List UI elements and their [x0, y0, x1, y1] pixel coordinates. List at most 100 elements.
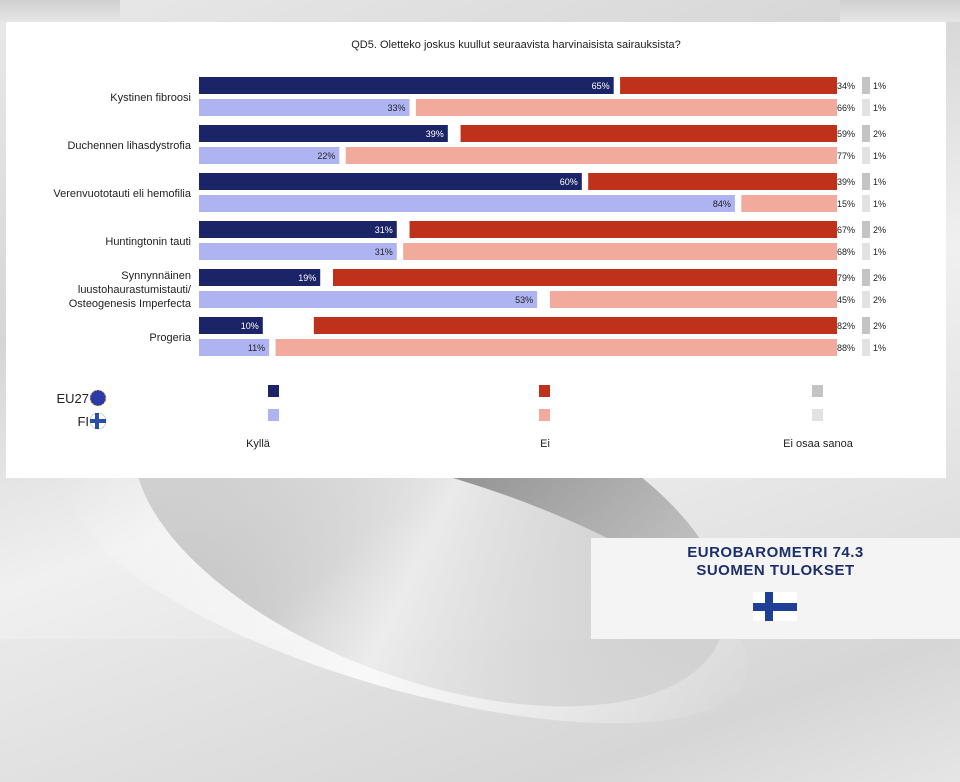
bar-kylla-fi: [199, 339, 270, 356]
legend-swatch-eu-kylla: [268, 385, 279, 397]
bar-kylla-fi: [199, 147, 340, 164]
bar-eos-eu: [862, 173, 870, 190]
value-label-ei-right-eu: 34%: [837, 81, 855, 91]
value-label-ei-right-eu: 82%: [837, 321, 855, 331]
category-label: Osteogenesis Imperfecta: [69, 298, 192, 310]
value-label-ei-right-fi: 68%: [837, 247, 855, 257]
value-label-kylla-eu: 60%: [560, 177, 578, 187]
bar-eos-fi: [862, 195, 870, 212]
legend-label-ei: Ei: [540, 438, 550, 450]
bar-eos-fi: [862, 243, 870, 260]
value-label-ei-right-fi: 88%: [837, 343, 855, 353]
bar-ei-fi: [549, 291, 837, 308]
value-label-ei-right-eu: 67%: [837, 225, 855, 235]
value-label-kylla-fi: 53%: [515, 295, 533, 305]
value-label-eos-fi: 1%: [873, 199, 886, 209]
value-label-eos-eu: 1%: [873, 81, 886, 91]
bar-kylla-eu: [199, 317, 263, 334]
legend-swatch-fi-eos: [812, 409, 823, 421]
value-label-kylla-eu: 31%: [375, 225, 393, 235]
value-label-ei-right-eu: 79%: [837, 273, 855, 283]
value-label-kylla-fi: 84%: [713, 199, 731, 209]
value-label-kylla-eu: 19%: [298, 273, 316, 283]
value-label-ei-right-eu: 59%: [837, 129, 855, 139]
value-label-kylla-fi: 11%: [248, 343, 265, 353]
legend-fi-label: FI: [77, 414, 89, 429]
legend-swatch-eu-eos: [812, 385, 823, 397]
value-label-eos-eu: 2%: [873, 225, 886, 235]
value-label-ei-right-fi: 45%: [837, 295, 855, 305]
value-label-ei-right-fi: 77%: [837, 151, 855, 161]
value-label-eos-fi: 2%: [873, 295, 886, 305]
chart-panel: QD5. Oletteko joskus kuullut seuraavista…: [6, 22, 946, 478]
category-label: Huntingtonin tauti: [105, 236, 191, 248]
bar-ei-eu: [409, 221, 837, 238]
bar-kylla-fi: [199, 243, 397, 260]
bar-kylla-eu: [199, 269, 321, 286]
category-label: Verenvuototauti eli hemofilia: [53, 188, 191, 200]
brand-title: EUROBAROMETRI 74.3: [687, 544, 864, 561]
bar-kylla-eu: [199, 173, 582, 190]
category-label: Kystinen fibroosi: [110, 92, 191, 104]
legend-swatch-eu-ei: [539, 385, 550, 397]
category-label: Duchennen lihasdystrofia: [67, 140, 191, 152]
value-label-ei-right-fi: 66%: [837, 103, 855, 113]
bar-ei-fi: [741, 195, 837, 212]
bar-kylla-fi: [199, 99, 410, 116]
bar-ei-fi: [345, 147, 837, 164]
value-label-eos-eu: 1%: [873, 177, 886, 187]
chart-title: QD5. Oletteko joskus kuullut seuraavista…: [351, 39, 681, 51]
value-label-kylla-fi: 33%: [388, 103, 406, 113]
value-label-ei-right-fi: 15%: [837, 199, 855, 209]
value-label-kylla-eu: 65%: [592, 81, 610, 91]
bar-eos-eu: [862, 317, 870, 334]
value-label-eos-fi: 1%: [873, 103, 886, 113]
bar-ei-eu: [460, 125, 837, 142]
category-label: Progeria: [149, 332, 191, 344]
bar-ei-eu: [332, 269, 837, 286]
legend-swatch-fi-kylla: [268, 409, 279, 421]
brand-subtitle: SUOMEN TULOKSET: [696, 562, 855, 579]
bar-kylla-eu: [199, 125, 448, 142]
bar-ei-eu: [588, 173, 837, 190]
bar-ei-eu: [620, 77, 837, 94]
eu-flag-icon: [89, 389, 107, 407]
value-label-kylla-eu: 10%: [241, 321, 259, 331]
bar-eos-eu: [862, 221, 870, 238]
bar-eos-eu: [862, 77, 870, 94]
bar-eos-fi: [862, 339, 870, 356]
eurobarometer-branding: EUROBAROMETRI 74.3 SUOMEN TULOKSET: [591, 538, 960, 639]
finland-flag-icon: [753, 592, 797, 621]
value-label-eos-eu: 2%: [873, 273, 886, 283]
bar-ei-fi: [275, 339, 837, 356]
bar-eos-eu: [862, 269, 870, 286]
chart-svg: QD5. Oletteko joskus kuullut seuraavista…: [53, 39, 886, 450]
bar-ei-fi: [415, 99, 837, 116]
value-label-kylla-eu: 39%: [426, 129, 444, 139]
legend-swatch-fi-ei: [539, 409, 550, 421]
background-corner-left: [0, 0, 120, 22]
legend-label-eos: Ei osaa sanoa: [783, 438, 854, 450]
bar-kylla-fi: [199, 291, 538, 308]
value-label-eos-fi: 1%: [873, 343, 886, 353]
category-label: Synnynnäinen: [121, 270, 191, 282]
bar-kylla-eu: [199, 77, 614, 94]
legend-label-kylla: Kyllä: [246, 438, 271, 450]
bar-kylla-fi: [199, 195, 735, 212]
value-label-eos-eu: 2%: [873, 321, 886, 331]
bar-kylla-eu: [199, 221, 397, 238]
bar-ei-fi: [403, 243, 837, 260]
value-label-kylla-fi: 31%: [375, 247, 393, 257]
value-label-eos-eu: 2%: [873, 129, 886, 139]
background-corner-right: [840, 0, 960, 22]
bar-eos-fi: [862, 291, 870, 308]
bar-ei-eu: [313, 317, 838, 334]
value-label-eos-fi: 1%: [873, 151, 886, 161]
value-label-eos-fi: 1%: [873, 247, 886, 257]
bar-eos-fi: [862, 99, 870, 116]
bar-eos-eu: [862, 125, 870, 142]
legend-eu27-label: EU27: [56, 391, 89, 406]
bar-eos-fi: [862, 147, 870, 164]
value-label-kylla-fi: 22%: [317, 151, 335, 161]
fi-flag-icon-cross-v: [95, 413, 99, 429]
